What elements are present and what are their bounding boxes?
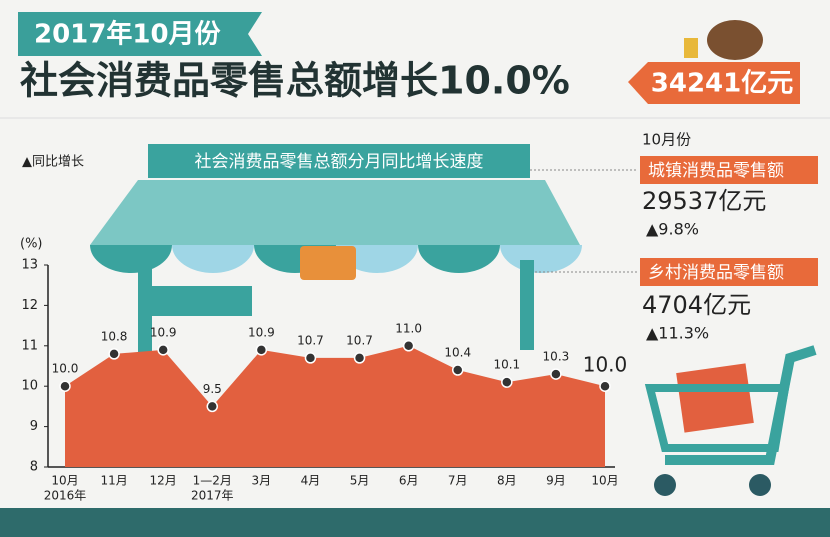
point [60,381,70,391]
point [256,345,266,355]
x-tick-label: 4月 [301,474,321,488]
value-label: 10.8 [101,329,128,343]
legend: ▲同比增长 [22,155,84,170]
value-label: 10.0 [583,353,628,377]
value-label: 10.4 [444,346,471,360]
coins-icon [684,38,698,58]
purse-icon [707,20,763,60]
point [355,353,365,363]
urban-value: 29537亿元 [642,187,766,215]
awning [90,180,580,245]
x-tick-label: 12月 [150,474,177,488]
y-tick-label: 11 [21,338,38,353]
value-label: 11.0 [395,321,422,335]
card-icon [300,246,356,280]
x-tick-label: 5月 [350,474,370,488]
side-month: 10月份 [642,131,691,149]
point [207,401,217,411]
footer-bar [0,508,830,537]
rural-value: 4704亿元 [642,291,751,319]
y-tick-label: 9 [30,419,38,434]
point [158,345,168,355]
headline: 社会消费品零售总额增长10.0% [20,59,570,103]
x-tick-label: 8月 [497,474,517,488]
value-label: 10.9 [150,325,177,339]
value-label: 10.7 [297,333,324,347]
point [600,381,610,391]
point [109,349,119,359]
x-tick-label: 6月 [399,474,419,488]
point [502,377,512,387]
point [404,341,414,351]
rural-growth: ▲11.3% [646,324,709,343]
value-label: 10.3 [543,350,570,364]
total-value: 34241亿元 [651,69,793,99]
wheel [654,474,676,496]
rural-label: 乡村消费品零售额 [648,263,784,283]
y-tick-label: 13 [21,258,38,273]
point [551,369,561,379]
x-tick-label: 10月 [591,474,618,488]
y-tick-label: 12 [21,298,38,313]
y-unit: (%) [20,237,43,252]
value-label: 10.7 [346,333,373,347]
urban-label: 城镇消费品零售额 [648,161,784,181]
x-tick-sublabel: 2017年 [191,489,234,503]
point [453,365,463,375]
date: 2017年10月份 [34,19,221,50]
value-label: 10.9 [248,325,275,339]
x-tick-label: 7月 [448,474,468,488]
cart-item [676,363,754,432]
post [520,260,534,350]
x-tick-label: 10月 [51,474,78,488]
y-tick-label: 8 [30,460,38,475]
urban-growth: ▲9.8% [646,220,699,239]
x-tick-label: 9月 [546,474,566,488]
chart-title: 社会消费品零售总额分月同比增长速度 [195,152,484,172]
y-tick-label: 10 [21,379,38,394]
x-tick-label: 11月 [100,474,127,488]
value-label: 10.0 [52,362,79,376]
point [305,353,315,363]
wheel [749,474,771,496]
value-label: 10.1 [493,358,520,372]
x-tick-sublabel: 2016年 [44,489,87,503]
value-label: 9.5 [203,382,222,396]
sleeve [152,286,252,316]
infographic: 2017年10月份 社会消费品零售总额增长10.0% 34241亿元 社会消费品… [0,0,830,537]
x-tick-label: 1—2月 [193,474,232,488]
x-tick-label: 3月 [252,474,272,488]
